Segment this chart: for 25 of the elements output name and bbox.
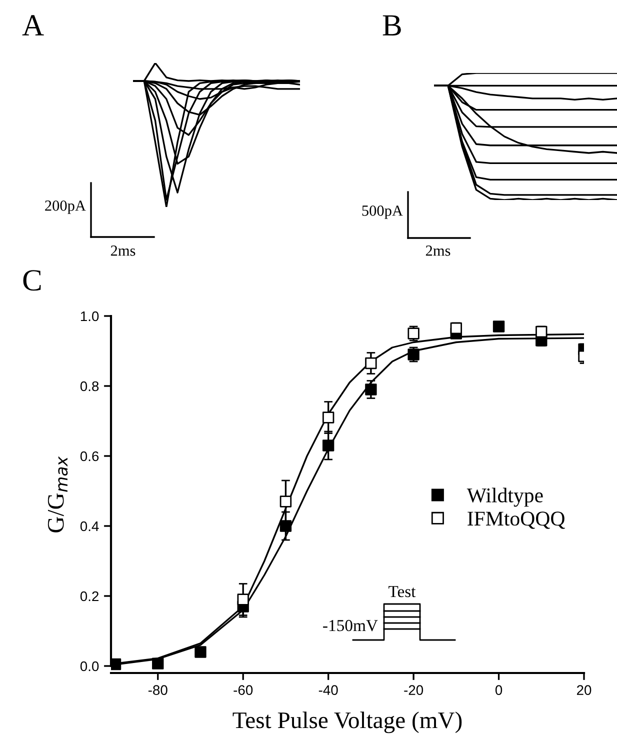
chart-title: A	[22, 15, 44, 36]
x-tick-label: -80	[148, 685, 168, 696]
x-tick-label: 20	[576, 685, 592, 696]
text: 2ms	[426, 246, 450, 256]
text: 500pA	[362, 206, 403, 219]
text: 200pA	[45, 200, 86, 214]
annotation: Test	[388, 586, 416, 598]
y-tick-label: 1.0	[80, 311, 99, 322]
x-tick-label: -20	[404, 685, 424, 696]
y-tick-label: 0.8	[80, 381, 99, 392]
x-tick-label: 0	[495, 685, 502, 696]
chart-title: B	[382, 15, 401, 36]
legend-label: IFMtoQQQ	[468, 512, 565, 529]
x-axis-title: Test Pulse Voltage (mV)	[232, 712, 462, 734]
y-tick-label: 0.0	[80, 661, 99, 672]
legend-label: Wildtype	[466, 488, 543, 507]
x-tick-label: -60	[234, 685, 253, 696]
annotation: -150mV	[323, 620, 378, 632]
text: 2ms	[110, 246, 136, 256]
x-tick-label: -40	[318, 685, 338, 696]
y-axis-title: G/G$_{max}$	[48, 456, 68, 532]
y-tick-label: 0.6	[80, 451, 99, 462]
chart-title: C	[23, 270, 41, 291]
y-tick-label: 0.2	[80, 591, 98, 602]
y-tick-label: 0.4	[80, 521, 99, 532]
